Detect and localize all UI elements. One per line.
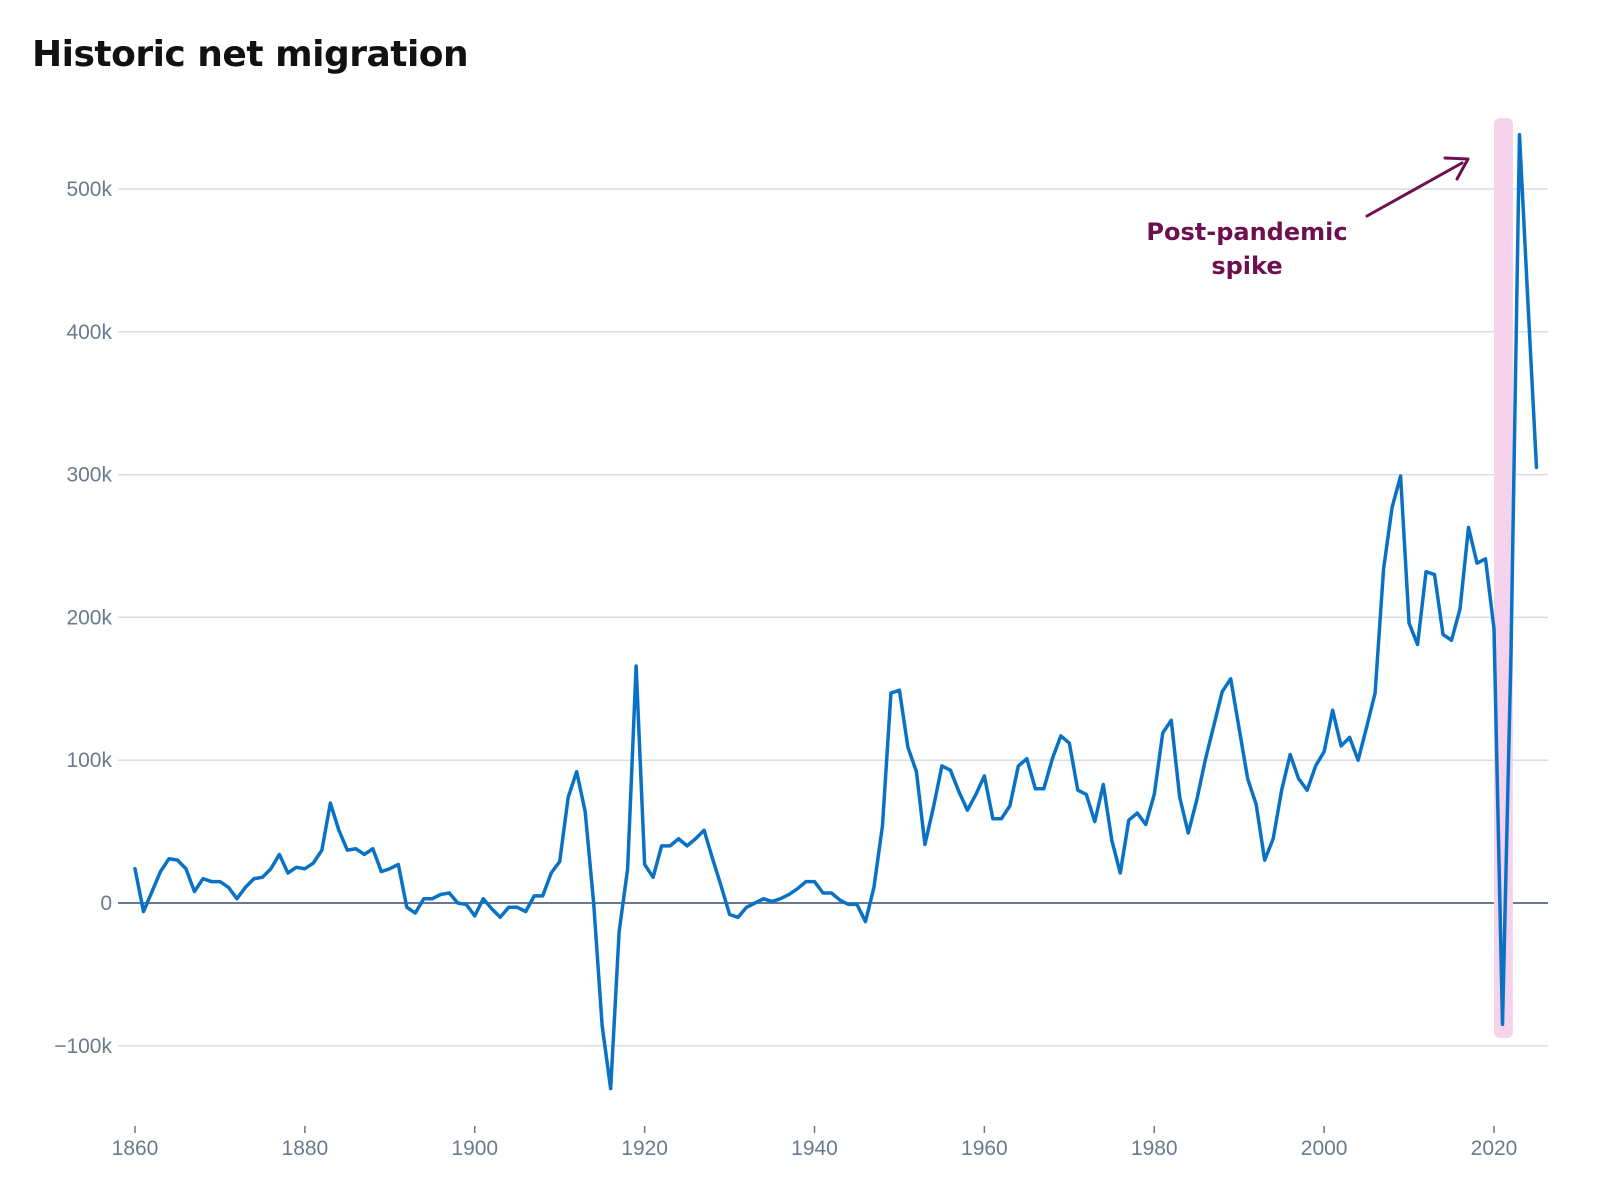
grid-lines [118, 188, 1548, 1047]
y-tick-label: 300k [66, 464, 112, 487]
y-tick-label: 0 [100, 892, 112, 915]
x-tick-label: 1880 [282, 1137, 329, 1160]
annotation: Post-pandemic spike [1146, 156, 1470, 280]
x-tick-label: 2000 [1301, 1137, 1348, 1160]
x-tick-label: 1920 [621, 1137, 668, 1160]
annotation-arrow [1365, 161, 1464, 218]
highlight-rect [1494, 118, 1513, 1038]
annotation-text: Post-pandemic [1146, 218, 1347, 246]
x-tick-label: 1960 [961, 1137, 1008, 1160]
y-axis-tick-labels: −100k 0 100k 200k 300k 400k 500k [54, 178, 112, 1058]
x-axis: 1860 1880 1900 1920 1940 1960 1980 2000 2020 [112, 1126, 1518, 1160]
x-tick-label: 1940 [791, 1137, 838, 1160]
series-layer [133, 132, 1539, 1091]
x-tick-label: 1860 [112, 1137, 159, 1160]
annotation-text: spike [1211, 252, 1282, 280]
x-tick-label: 2020 [1471, 1137, 1518, 1160]
chart-title: Historic net migration [32, 34, 469, 75]
x-tick-label: 1980 [1131, 1137, 1178, 1160]
highlight-band [1494, 118, 1513, 1038]
x-tick-label: 1900 [451, 1137, 498, 1160]
y-tick-label: 100k [66, 749, 112, 772]
y-tick-label: 500k [66, 178, 112, 201]
y-tick-label: −100k [54, 1035, 112, 1058]
y-tick-label: 200k [66, 606, 112, 629]
y-tick-label: 400k [66, 321, 112, 344]
series-line [133, 132, 1539, 1091]
annotation-arrowhead [1443, 156, 1470, 181]
